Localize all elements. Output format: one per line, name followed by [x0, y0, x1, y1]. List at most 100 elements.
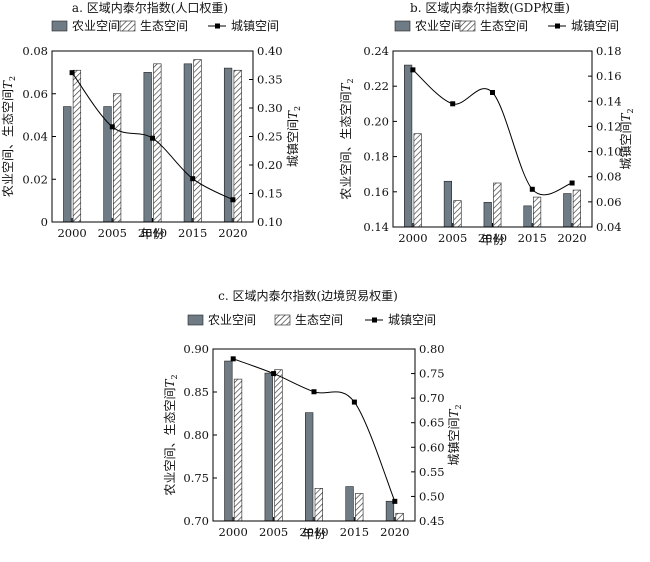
- plot-frame: [212, 348, 416, 522]
- bar-eco-2020: [572, 189, 581, 228]
- legend-label-agri: 农业空间: [72, 19, 120, 33]
- bar-eco-2010: [493, 182, 502, 228]
- bar-agri-2010: [143, 72, 152, 223]
- ytick-left-label: 0.14: [363, 220, 389, 234]
- point-urban-2000: [69, 70, 75, 76]
- bar-agri-2005: [264, 372, 273, 522]
- bars: [63, 59, 242, 223]
- point-urban-2000: [230, 356, 236, 362]
- ytick-right-label: 0.55: [419, 465, 445, 479]
- xtick-label: 2020: [218, 226, 247, 240]
- legend-label-urban: 城镇空间: [231, 19, 279, 33]
- chart-title: b. 区域内泰尔指数(GDP权重): [410, 0, 570, 15]
- legend-swatch-agri: [51, 20, 68, 32]
- point-urban-2020: [230, 197, 236, 203]
- ytick-left-label: 0.85: [183, 385, 209, 399]
- point-urban-2000: [410, 67, 416, 73]
- x-axis-label: 年份: [302, 527, 326, 541]
- ytick-right-label: 0.80: [419, 342, 445, 356]
- bar-agri-2010: [305, 412, 314, 522]
- xtick-label: 2015: [178, 226, 207, 240]
- ytick-right-label: 0.14: [596, 94, 622, 108]
- ytick-right-label: 0.40: [257, 44, 283, 58]
- ytick-right-label: 0.65: [419, 416, 445, 430]
- legend: 农业空间 生态空间 城镇空间: [394, 19, 619, 33]
- ytick-left-label: 0.90: [183, 342, 209, 356]
- legend-marker-urban: [555, 23, 560, 29]
- ytick-left-label: 0.08: [22, 44, 48, 58]
- bar-eco-2015: [532, 196, 542, 228]
- ytick-right-label: 0.70: [419, 391, 445, 405]
- xtick-label: 2010: [299, 525, 328, 539]
- ytick-right-label: 0.45: [419, 514, 445, 528]
- bar-eco-2000: [72, 69, 82, 223]
- ytick-right-label: 0.10: [257, 215, 283, 229]
- xtick-label: 2015: [518, 231, 547, 245]
- ytick-right-label: 0.12: [596, 119, 622, 133]
- legend-swatch-agri: [394, 20, 411, 32]
- bar-eco-2015: [355, 493, 364, 522]
- legend-label-eco: 生态空间: [480, 19, 528, 33]
- x-axis-label: 年份: [140, 227, 164, 241]
- ytick-right-label: 0.30: [257, 101, 283, 115]
- xtick-label: 2000: [219, 525, 248, 539]
- ytick-right-label: 0.16: [596, 69, 622, 83]
- bar-eco-2015: [193, 59, 202, 223]
- legend: 农业空间 生态空间 城镇空间: [187, 313, 436, 327]
- point-urban-2005: [271, 371, 277, 377]
- ytick-left-label: 0.04: [22, 130, 48, 144]
- legend-marker-urban: [372, 317, 377, 323]
- xtick-label: 2000: [398, 231, 427, 245]
- panel-c: c. 区域内泰尔指数(边境贸易权重) 农业空间 生态空间 城镇空间 0.70 0.75 0.…: [163, 288, 463, 541]
- legend-label-eco: 生态空间: [295, 313, 343, 327]
- panels: a. 区域内泰尔指数(人口权重)农业空间 生态空间 城镇空间00.020.040.0…: [1, 0, 635, 541]
- legend-swatch-agri: [187, 314, 204, 326]
- bar-agri-2015: [345, 486, 354, 522]
- ytick-left-label: 0.22: [363, 79, 389, 93]
- line-urban: [412, 69, 573, 196]
- legend-swatch-eco: [274, 314, 291, 326]
- xtick-label: 2010: [478, 231, 507, 245]
- bar-eco-2005: [113, 93, 122, 223]
- chart-title: a. 区域内泰尔指数(人口权重): [72, 0, 228, 15]
- bar-agri-2020: [563, 193, 572, 228]
- legend-label-agri: 农业空间: [208, 313, 256, 327]
- xtick-label: 2005: [259, 525, 288, 539]
- ytick-left-label: 0.16: [363, 185, 389, 199]
- xtick-label: 2000: [57, 226, 86, 240]
- bar-eco-2000: [413, 133, 422, 228]
- xtick-label: 2015: [340, 525, 369, 539]
- xtick-label: 2020: [380, 525, 409, 539]
- legend-swatch-eco: [459, 20, 476, 32]
- bar-agri-2000: [404, 64, 413, 228]
- point-urban-2010: [150, 135, 155, 141]
- x-axis-label: 年份: [480, 233, 504, 247]
- legend: 农业空间 生态空间 城镇空间: [51, 19, 279, 33]
- xtick-label: 2020: [557, 231, 586, 245]
- ytick-right-label: 0.18: [596, 44, 622, 58]
- line-urban: [233, 358, 396, 502]
- point-urban-2020: [392, 498, 398, 504]
- bar-agri-2000: [224, 360, 233, 522]
- point-urban-2005: [109, 124, 115, 130]
- bar-agri-2005: [443, 180, 453, 228]
- bar-agri-2010: [483, 202, 492, 228]
- ytick-right-label: 0.20: [257, 158, 283, 172]
- ytick-right-label: 0.25: [257, 130, 283, 144]
- legend-marker-urban: [215, 23, 220, 29]
- bars: [404, 64, 581, 228]
- xtick-label: 2010: [138, 226, 167, 240]
- bar-eco-2005: [453, 200, 462, 228]
- bar-agri-2000: [63, 106, 72, 223]
- point-urban-2010: [490, 89, 495, 95]
- point-urban-2005: [450, 101, 456, 107]
- y-axis-label-left: 农业空间、生态空间T2: [1, 76, 17, 197]
- panel-b: b. 区域内泰尔指数(GDP权重) 农业空间 生态空间 城镇空间 0.14 0.16 0.1…: [339, 0, 635, 247]
- ytick-right-label: 0.04: [596, 220, 622, 234]
- bar-eco-2020: [395, 512, 404, 522]
- ytick-left-label: 0: [41, 215, 48, 229]
- legend-swatch-eco: [119, 20, 136, 32]
- ytick-right-label: 0.60: [419, 440, 445, 454]
- ytick-left-label: 0.80: [183, 428, 209, 442]
